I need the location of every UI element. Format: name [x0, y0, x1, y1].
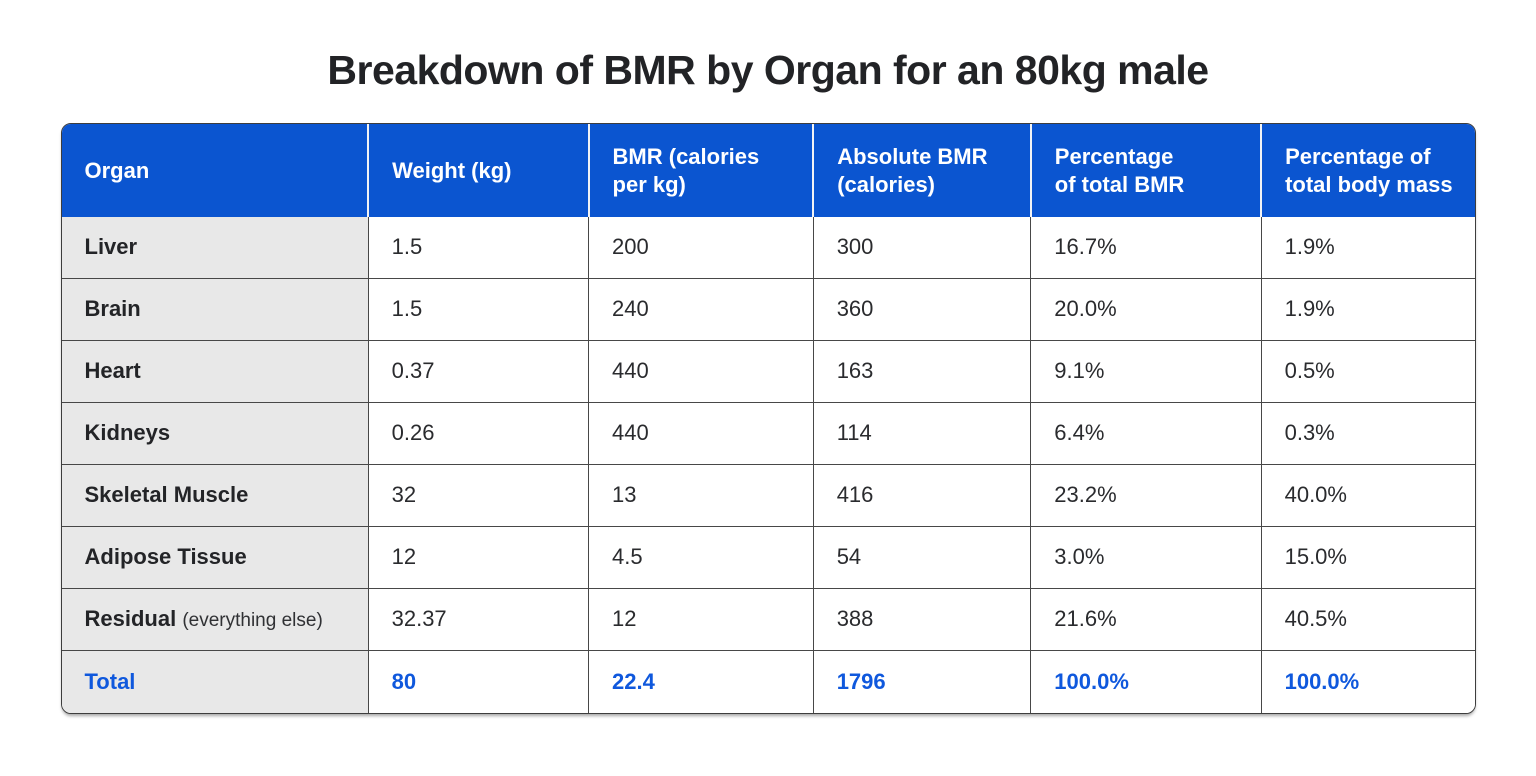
organ-cell: Brain [61, 278, 369, 341]
column-header: Organ [61, 124, 369, 218]
pct-body-mass-cell: 1.9% [1260, 217, 1475, 279]
bmr-per-kg-cell: 22.4 [588, 650, 814, 714]
weight-cell: 80 [367, 650, 589, 714]
absolute-bmr-cell: 114 [812, 402, 1031, 465]
pct-total-bmr-cell: 21.6% [1030, 588, 1262, 651]
pct-body-mass-cell: 100.0% [1260, 650, 1475, 714]
organ-name: Kidneys [84, 420, 171, 446]
bmr-per-kg-cell: 13 [588, 464, 814, 527]
pct-body-mass-cell: 1.9% [1260, 278, 1475, 341]
column-header: Percentage of total body mass [1260, 124, 1475, 218]
organ-cell: Skeletal Muscle [61, 464, 369, 527]
table-row: Kidneys 0.26 440 114 6.4% 0.3% [61, 402, 1475, 465]
table-row: Skeletal Muscle 32 13 416 23.2% 40.0% [61, 464, 1475, 527]
table-row: Brain 1.5 240 360 20.0% 1.9% [61, 278, 1475, 341]
organ-cell: Adipose Tissue [61, 526, 369, 589]
organ-cell: Liver [61, 217, 369, 279]
bmr-table: Organ Weight (kg) BMR (calories per kg) Abs… [61, 124, 1475, 714]
bmr-per-kg-cell: 240 [588, 278, 814, 341]
pct-total-bmr-cell: 100.0% [1030, 650, 1262, 714]
organ-name: Adipose Tissue [84, 544, 247, 570]
absolute-bmr-cell: 300 [812, 217, 1031, 279]
table-row: Adipose Tissue 12 4.5 54 3.0% 15.0% [61, 526, 1475, 589]
organ-name: Skeletal Muscle [84, 482, 249, 508]
total-row: Total 80 22.4 1796 100.0% 100.0% [61, 650, 1475, 714]
table-row: Liver 1.5 200 300 16.7% 1.9% [61, 217, 1475, 279]
organ-cell: Total [61, 650, 369, 714]
weight-cell: 32 [367, 464, 589, 527]
organ-name: Brain [84, 296, 141, 322]
bmr-per-kg-cell: 4.5 [588, 526, 814, 589]
pct-total-bmr-cell: 9.1% [1030, 340, 1262, 403]
bmr-table-container: Organ Weight (kg) BMR (calories per kg) Abs… [60, 123, 1476, 715]
pct-body-mass-cell: 0.3% [1260, 402, 1475, 465]
pct-total-bmr-cell: 6.4% [1030, 402, 1262, 465]
organ-cell: Kidneys [61, 402, 369, 465]
bmr-per-kg-cell: 440 [588, 402, 814, 465]
pct-body-mass-cell: 40.5% [1260, 588, 1475, 651]
weight-cell: 0.37 [367, 340, 589, 403]
weight-cell: 0.26 [367, 402, 589, 465]
absolute-bmr-cell: 163 [812, 340, 1031, 403]
organ-name: Residual [84, 606, 177, 632]
organ-cell: Residual (everything else) [61, 588, 369, 651]
organ-name: Heart [84, 358, 141, 384]
absolute-bmr-cell: 54 [812, 526, 1031, 589]
table-header-row: Organ Weight (kg) BMR (calories per kg) Abs… [61, 124, 1475, 218]
page-title: Breakdown of BMR by Organ for an 80kg ma… [327, 47, 1209, 93]
weight-cell: 1.5 [367, 217, 589, 279]
absolute-bmr-cell: 416 [812, 464, 1031, 527]
pct-total-bmr-cell: 3.0% [1030, 526, 1262, 589]
bmr-per-kg-cell: 200 [588, 217, 814, 279]
absolute-bmr-cell: 360 [812, 278, 1031, 341]
pct-body-mass-cell: 0.5% [1260, 340, 1475, 403]
pct-body-mass-cell: 40.0% [1260, 464, 1475, 527]
table-row: Heart 0.37 440 163 9.1% 0.5% [61, 340, 1475, 403]
pct-total-bmr-cell: 23.2% [1030, 464, 1262, 527]
organ-cell: Heart [61, 340, 369, 403]
column-header: Weight (kg) [367, 124, 589, 218]
bmr-per-kg-cell: 440 [588, 340, 814, 403]
organ-note: (everything else) [182, 610, 323, 632]
bmr-per-kg-cell: 12 [588, 588, 814, 651]
column-header: Absolute BMR (calories) [812, 124, 1031, 218]
weight-cell: 32.37 [367, 588, 589, 651]
weight-cell: 1.5 [367, 278, 589, 341]
absolute-bmr-cell: 388 [812, 588, 1031, 651]
table-row: Residual (everything else) 32.37 12 388 … [61, 588, 1475, 651]
weight-cell: 12 [367, 526, 589, 589]
absolute-bmr-cell: 1796 [812, 650, 1031, 714]
pct-body-mass-cell: 15.0% [1260, 526, 1475, 589]
organ-name: Total [84, 668, 136, 694]
column-header: Percentage of total BMR [1029, 124, 1262, 218]
pct-total-bmr-cell: 16.7% [1030, 217, 1262, 279]
organ-name: Liver [84, 234, 138, 260]
column-header: BMR (calories per kg) [587, 124, 814, 218]
pct-total-bmr-cell: 20.0% [1030, 278, 1262, 341]
